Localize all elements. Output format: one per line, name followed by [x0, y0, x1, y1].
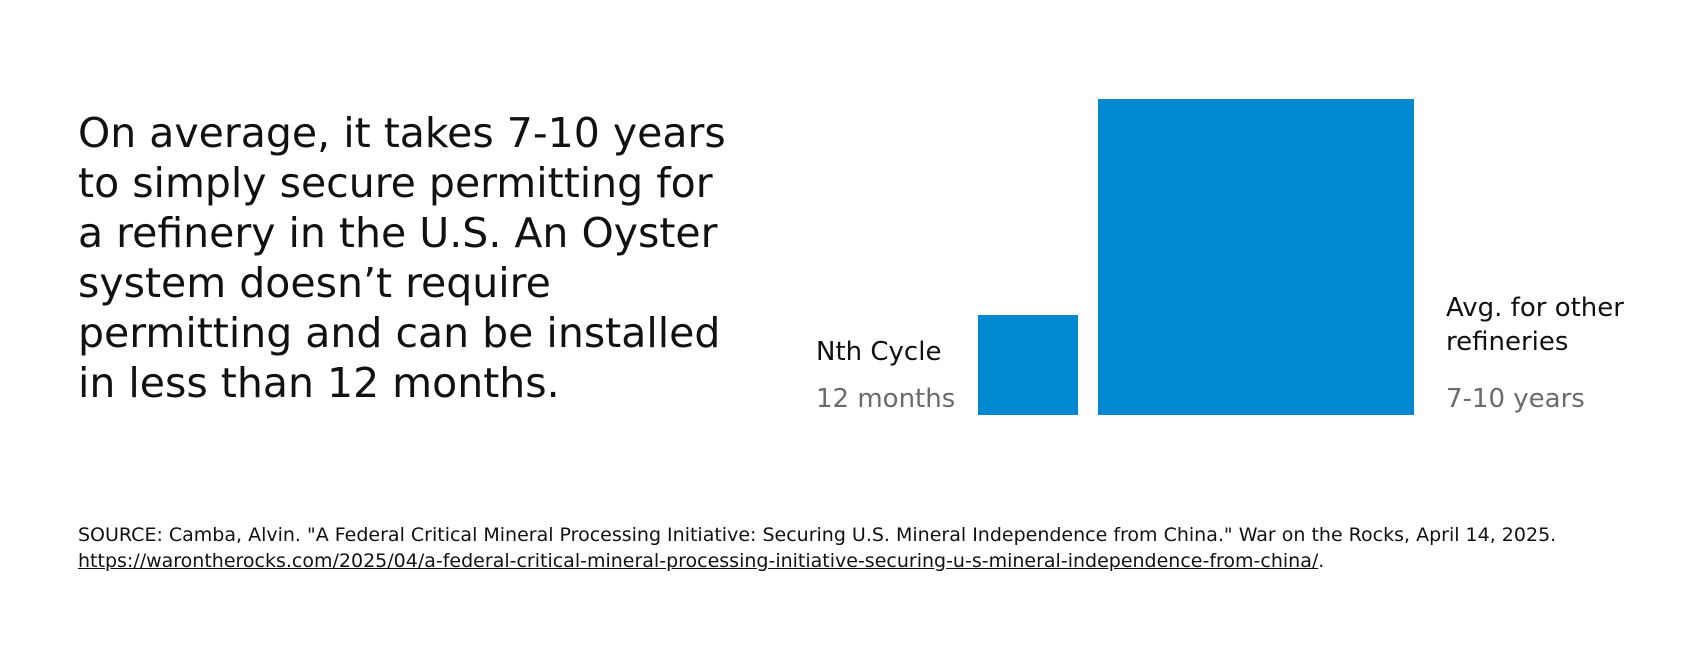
category-label-nth-cycle: Nth Cycle	[816, 335, 941, 369]
source-citation: SOURCE: Camba, Alvin. "A Federal Critica…	[78, 522, 1678, 574]
source-link[interactable]: https://warontherocks.com/2025/04/a-fede…	[78, 550, 1319, 572]
source-trailing: .	[1318, 550, 1325, 572]
category-label-line: refineries	[1446, 327, 1569, 357]
headline: On average, it takes 7-10 years to simpl…	[78, 109, 726, 407]
category-label-other-refineries: Avg. for other refineries	[1446, 291, 1624, 359]
category-label-line: Avg. for other	[1446, 293, 1624, 323]
category-label-line: Nth Cycle	[816, 337, 942, 367]
source-text: SOURCE: Camba, Alvin. "A Federal Critica…	[78, 524, 1557, 546]
bar-other-refineries	[1098, 99, 1414, 415]
value-label-other-refineries: 7-10 years	[1446, 384, 1585, 414]
bar-nth-cycle	[978, 315, 1078, 415]
value-label-nth-cycle: 12 months	[816, 384, 956, 414]
